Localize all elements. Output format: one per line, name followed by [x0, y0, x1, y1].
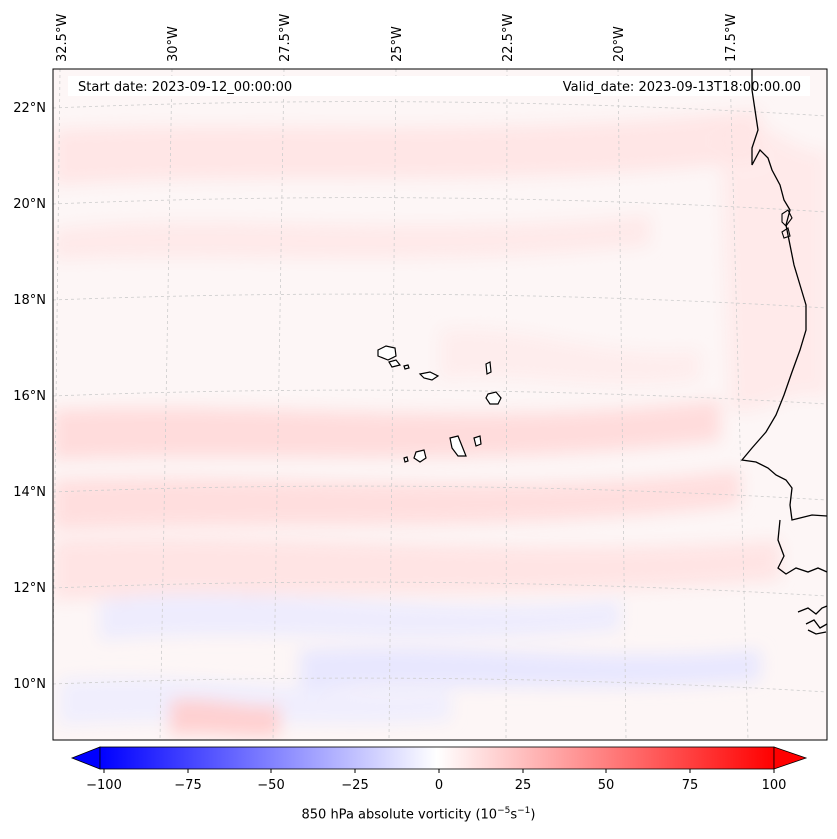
colorbar-tick-label: 75: [682, 778, 699, 793]
lon-label: 32.5°W: [55, 14, 70, 62]
lat-label: 18°N: [13, 293, 46, 308]
colorbar-tick-label: 0: [435, 778, 443, 793]
africa-coastline: [740, 69, 827, 521]
lat-label: 16°N: [13, 389, 46, 404]
units-open: (10: [475, 807, 498, 823]
map-panel: Start date: 2023-09-12_00:00:00 Valid_da…: [53, 69, 827, 740]
colorbar-ticks: [103, 769, 775, 773]
units-exponent-2: −1: [517, 806, 531, 816]
colorbar-tick-label: −25: [341, 778, 368, 793]
lat-label: 12°N: [13, 581, 46, 596]
lat-label: 14°N: [13, 485, 46, 500]
colorbar-max-extend: [773, 746, 808, 770]
start-date-label: Start date: 2023-09-12_00:00:00: [78, 80, 292, 95]
latitude-labels: 22°N 20°N 18°N 16°N 14°N 12°N 10°N: [13, 101, 46, 692]
colorbar-tick-label: 100: [762, 778, 787, 793]
units-mid: s: [510, 807, 518, 823]
colorbar-title: 850 hPa absolute vorticity (10−5s−1): [0, 806, 837, 822]
colorbar-min-extend: [70, 746, 101, 770]
vorticity-field: [53, 110, 827, 737]
lat-label: 10°N: [13, 677, 46, 692]
field-name: 850 hPa absolute vorticity: [301, 807, 472, 823]
units-close: ): [530, 807, 536, 823]
header-band: [68, 76, 810, 96]
lon-label: 20°W: [612, 26, 627, 62]
colorbar-tick-label: 50: [598, 778, 615, 793]
lon-label: 30°W: [166, 26, 181, 62]
colorbar: −100 −75 −50 −25 0 25 50 75 100: [70, 746, 808, 793]
lon-label: 17.5°W: [724, 14, 739, 62]
colorbar-tick-label: 25: [515, 778, 532, 793]
cape-verde-islands: [377, 345, 502, 463]
colorbar-tick-label: −75: [174, 778, 201, 793]
valid-date-label: Valid_date: 2023-09-13T18:00:00.00: [563, 80, 801, 95]
guinea-coastline: [797, 605, 827, 635]
lon-label: 25°W: [390, 26, 405, 62]
colorbar-body: [99, 746, 775, 770]
longitude-labels: 32.5°W 30°W 27.5°W 25°W 22.5°W 20°W 17.5…: [55, 14, 739, 62]
africa-coastline-south: [777, 519, 827, 575]
banc-darguin-island: [781, 209, 793, 239]
lon-label: 22.5°W: [501, 14, 516, 62]
lat-label: 20°N: [13, 197, 46, 212]
units-exponent-1: −5: [497, 806, 511, 816]
lon-label: 27.5°W: [278, 14, 293, 62]
map-frame: [52, 68, 828, 741]
colorbar-tick-label: −50: [257, 778, 284, 793]
colorbar-tick-label: −100: [86, 778, 122, 793]
lat-label: 22°N: [13, 101, 46, 116]
colorbar-tick-labels: −100 −75 −50 −25 0 25 50 75 100: [86, 778, 786, 793]
